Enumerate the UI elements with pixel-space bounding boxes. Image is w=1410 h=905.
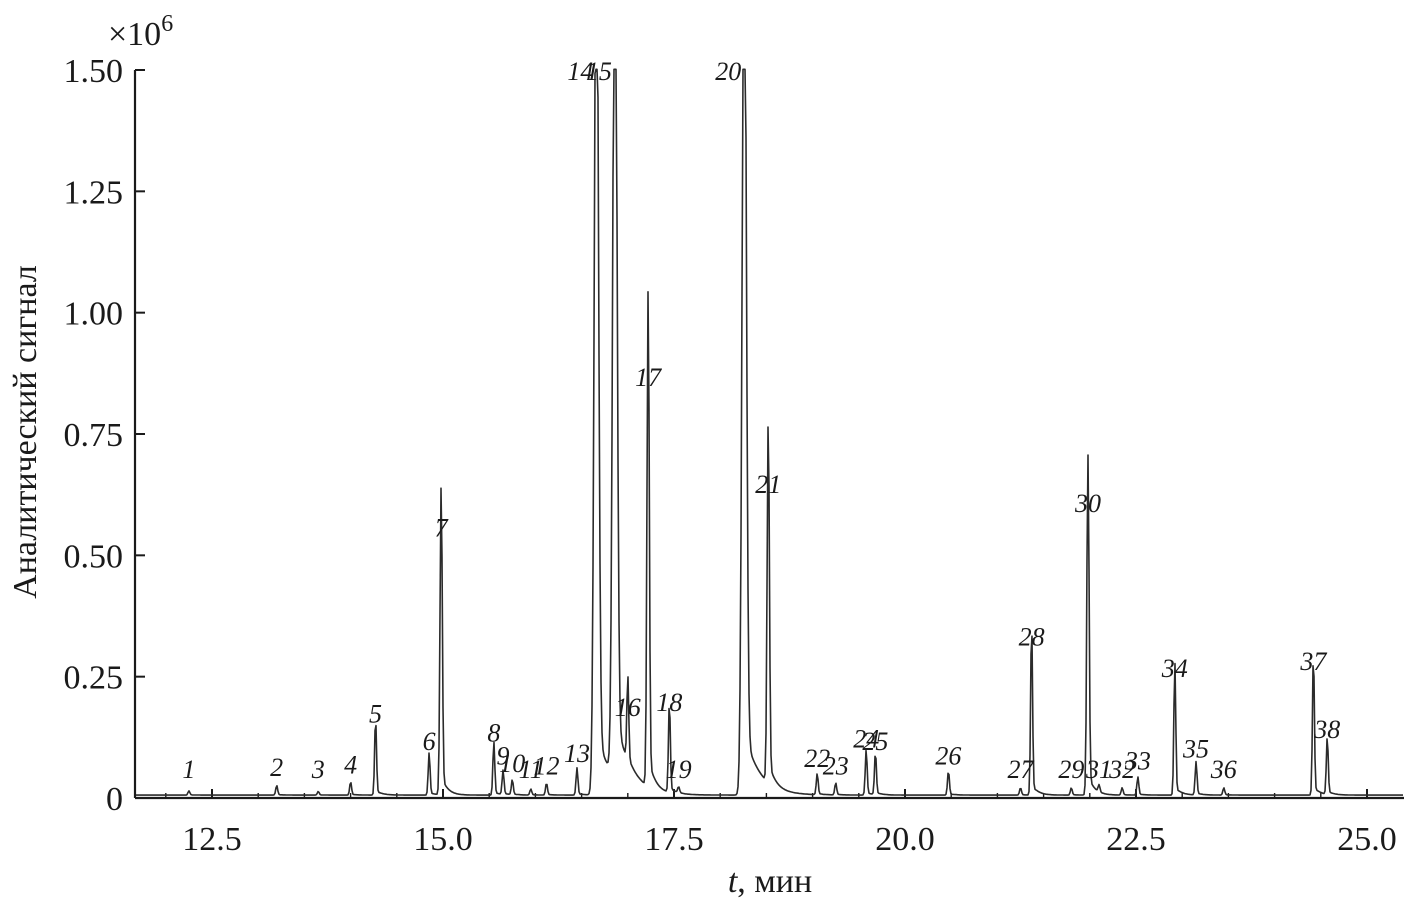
peak-label: 7 <box>435 513 449 542</box>
peak-label: 9 <box>497 742 510 771</box>
chromatogram-trace <box>136 68 1403 796</box>
peak-label: 25 <box>862 727 888 756</box>
peak-label: 36 <box>1210 755 1237 784</box>
peak-label: 35 <box>1182 734 1209 763</box>
peak-label: 11 <box>519 755 543 784</box>
peak-label: 12 <box>533 751 559 780</box>
x-tick-label: 12.5 <box>182 821 242 858</box>
peak-label: 13 <box>564 739 590 768</box>
peak-label: 38 <box>1313 715 1340 744</box>
peak-label: 30 <box>1074 489 1101 518</box>
peak-label: 3 <box>311 755 325 784</box>
y-axis-title: Аналитический сигнал <box>7 265 44 599</box>
y-tick-label: 1.25 <box>64 174 124 211</box>
peak-label: 14 <box>567 57 593 86</box>
y-multiplier: ×106 <box>108 11 173 53</box>
peak-label: 2 <box>270 753 283 782</box>
y-tick-label: 0.75 <box>64 417 124 454</box>
y-tick-label: 1.50 <box>64 53 124 90</box>
peak-label: 28 <box>1019 623 1045 652</box>
y-tick-label: 0.50 <box>64 538 124 575</box>
peak-label: 19 <box>666 755 692 784</box>
y-tick-label: 1.00 <box>64 296 124 333</box>
y-tick-label: 0.25 <box>64 660 124 697</box>
peak-label: 5 <box>369 699 382 728</box>
peak-label: 34 <box>1161 654 1188 683</box>
peak-label: 22 <box>804 744 830 773</box>
peak-label: 26 <box>935 742 961 771</box>
peak-label: 15 <box>586 57 612 86</box>
x-tick-label: 15.0 <box>413 821 473 858</box>
peak-label: 1 <box>182 755 195 784</box>
x-tick-label: 17.5 <box>644 821 704 858</box>
peak-label: 20 <box>715 57 741 86</box>
peak-label: 4 <box>344 750 357 779</box>
peak-label: 18 <box>656 688 682 717</box>
peak-label: 27 <box>1008 755 1035 784</box>
peak-label: 29 <box>1058 755 1084 784</box>
peak-label: 10 <box>499 749 525 778</box>
peak-label: 23 <box>823 751 849 780</box>
x-tick-label: 20.0 <box>875 821 935 858</box>
y-tick-label: 0 <box>106 781 123 818</box>
peak-label: 37 <box>1299 647 1327 676</box>
peak-label: 21 <box>755 470 781 499</box>
peak-label: 24 <box>853 725 879 754</box>
peak-label: 33 <box>1124 746 1151 775</box>
peak-label: 16 <box>615 693 641 722</box>
peak-label: 17 <box>635 363 662 392</box>
peak-label: 8 <box>487 718 500 747</box>
y-ticks: 0 0.25 0.50 0.75 1.00 1.25 1.50 <box>64 53 145 818</box>
peak-label: 31 <box>1085 755 1112 784</box>
x-axis-title: t, мин <box>728 863 812 900</box>
peak-label: 6 <box>423 727 436 756</box>
x-tick-label: 25.0 <box>1337 821 1397 858</box>
peak-label: 32 <box>1108 755 1135 784</box>
x-ticks: 12.5 15.0 17.5 20.0 22.5 25.0 <box>165 789 1397 858</box>
x-tick-label: 22.5 <box>1106 821 1166 858</box>
